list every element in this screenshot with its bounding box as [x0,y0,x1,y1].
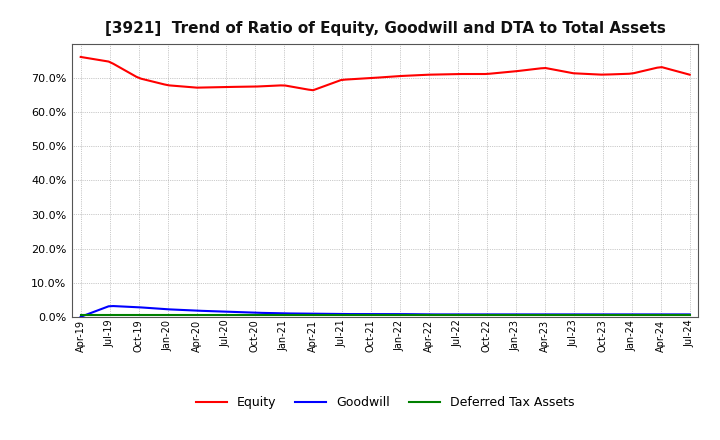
Deferred Tax Assets [281,313,289,318]
Deferred Tax Assets [685,313,694,318]
Line: Goodwill: Goodwill [81,306,690,317]
Equity [127,72,136,77]
Title: [3921]  Trend of Ratio of Equity, Goodwill and DTA to Total Assets: [3921] Trend of Ratio of Equity, Goodwil… [105,21,665,36]
Legend: Equity, Goodwill, Deferred Tax Assets: Equity, Goodwill, Deferred Tax Assets [191,391,580,414]
Goodwill [109,304,117,309]
Deferred Tax Assets [150,313,159,318]
Goodwill [76,314,85,319]
Line: Equity: Equity [81,57,690,90]
Goodwill [574,312,582,317]
Deferred Tax Assets [262,313,271,318]
Goodwill [267,311,276,316]
Equity [685,72,694,77]
Equity [569,71,577,76]
Deferred Tax Assets [127,313,136,318]
Goodwill [132,304,141,310]
Equity [574,71,582,76]
Equity [76,54,85,59]
Equity [150,80,159,85]
Deferred Tax Assets [569,313,577,318]
Deferred Tax Assets [564,313,573,318]
Goodwill [685,312,694,317]
Goodwill [569,312,577,317]
Goodwill [286,311,294,316]
Equity [262,84,271,89]
Goodwill [156,306,164,312]
Equity [309,88,318,93]
Deferred Tax Assets [76,313,85,318]
Equity [281,83,289,88]
